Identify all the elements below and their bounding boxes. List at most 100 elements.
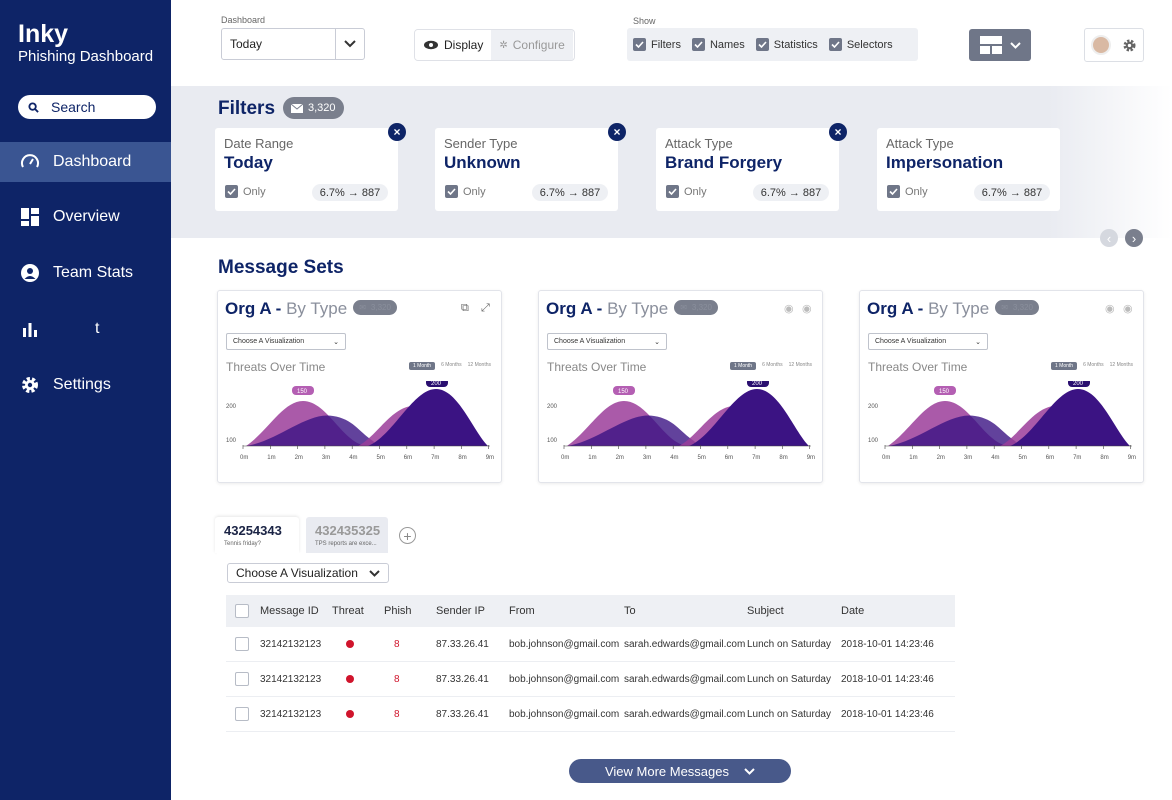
x-tick-label: 6m	[404, 455, 412, 461]
only-checkbox[interactable]: Only	[666, 185, 707, 198]
message-sets-title: Message Sets	[218, 257, 344, 278]
column-header[interactable]: From	[509, 605, 535, 617]
select-all-checkbox[interactable]	[235, 604, 249, 618]
range-6-months[interactable]: 6 Months	[762, 362, 783, 368]
range-6-months[interactable]: 6 Months	[441, 362, 462, 368]
avatar[interactable]	[1090, 35, 1111, 55]
visualization-select-value: Choose A Visualization	[875, 338, 947, 345]
copy-icon[interactable]: ◉	[784, 303, 794, 315]
table-row[interactable]: 32142132123 8 87.33.26.41 bob.johnson@gm…	[226, 627, 955, 662]
expand-icon[interactable]: ◉	[1123, 303, 1133, 315]
tab-message-set[interactable]: 43254343 Tennis friday?	[215, 517, 299, 553]
close-icon[interactable]: ×	[608, 123, 626, 141]
sidebar-item-team-stats[interactable]: Team Stats	[0, 253, 171, 293]
layout-picker-button[interactable]	[969, 29, 1031, 61]
close-icon[interactable]: ×	[829, 123, 847, 141]
configure-button[interactable]: ✲ Configure	[491, 30, 573, 60]
column-header[interactable]: Threat	[332, 605, 364, 617]
column-header[interactable]: Date	[841, 605, 865, 617]
value-label: 150	[618, 389, 629, 395]
x-tick-label: 4m	[349, 455, 357, 461]
only-checkbox[interactable]: Only	[887, 185, 928, 198]
sidebar-item-dashboard[interactable]: Dashboard	[0, 142, 171, 182]
table-visualization-select[interactable]: Choose A Visualization	[227, 563, 389, 583]
x-tick-label: 0m	[882, 455, 890, 461]
check-icon	[887, 185, 900, 198]
range-12-months[interactable]: 12 Months	[788, 362, 812, 368]
x-tick-label: 7m	[752, 455, 760, 461]
column-header[interactable]: To	[624, 605, 636, 617]
visualization-select[interactable]: Choose A Visualization ⌄	[226, 333, 346, 350]
sidebar: Inky Phishing Dashboard Search Dashboard…	[0, 0, 171, 800]
check-icon	[445, 185, 458, 198]
gear-icon[interactable]	[1122, 38, 1137, 53]
scroll-right-button[interactable]: ›	[1125, 229, 1143, 247]
expand-icon[interactable]: ◉	[802, 303, 812, 315]
visualization-select-value: Choose A Visualization	[554, 338, 626, 345]
show-filters-checkbox[interactable]: Filters	[633, 38, 681, 51]
range-1-month[interactable]: 1 Month	[729, 362, 757, 370]
sidebar-item-stats[interactable]: t	[0, 309, 171, 349]
user-menu[interactable]	[1084, 28, 1144, 62]
sidebar-item-settings[interactable]: Settings	[0, 365, 171, 405]
eye-icon	[424, 40, 438, 50]
column-header[interactable]: Sender IP	[436, 605, 485, 617]
only-checkbox[interactable]: Only	[445, 185, 486, 198]
range-6-months[interactable]: 6 Months	[1083, 362, 1104, 368]
row-checkbox[interactable]	[235, 707, 249, 721]
tab-message-set[interactable]: 432435325 TPS reports are exce...	[306, 517, 388, 553]
filter-card[interactable]: Date Range Today Only 6.7% → 887 ×	[215, 123, 406, 211]
filter-card[interactable]: Sender Type Unknown Only 6.7% → 887 ×	[435, 123, 626, 211]
copy-icon[interactable]: ◉	[1105, 303, 1115, 315]
range-1-month[interactable]: 1 Month	[408, 362, 436, 370]
range-1-month[interactable]: 1 Month	[1050, 362, 1078, 370]
visualization-select[interactable]: Choose A Visualization ⌄	[868, 333, 988, 350]
range-toggle: 1 Month 6 Months 12 Months	[729, 362, 812, 370]
filter-card[interactable]: Attack Type Brand Forgery Only 6.7% → 88…	[656, 123, 847, 211]
column-header[interactable]: Subject	[747, 605, 784, 617]
scroll-left-button[interactable]: ‹	[1100, 229, 1118, 247]
filter-value: Today	[224, 153, 273, 172]
filters-title: Filters	[218, 98, 276, 119]
row-checkbox[interactable]	[235, 672, 249, 686]
value-badge	[1068, 381, 1090, 387]
display-button[interactable]: Display	[415, 30, 492, 60]
filter-card[interactable]: Attack Type Impersonation Only 6.7% → 88…	[877, 128, 1060, 211]
filter-type: Date Range	[224, 136, 294, 151]
range-12-months[interactable]: 12 Months	[467, 362, 491, 368]
row-checkbox[interactable]	[235, 637, 249, 651]
tab-id: 43254343	[224, 523, 282, 538]
value-label: 200	[1073, 381, 1084, 387]
table-row[interactable]: 32142132123 8 87.33.26.41 bob.johnson@gm…	[226, 697, 955, 732]
view-more-messages-button[interactable]: View More Messages	[569, 759, 791, 783]
check-icon	[755, 38, 769, 51]
visualization-select[interactable]: Choose A Visualization ⌄	[547, 333, 667, 350]
table-row[interactable]: 32142132123 8 87.33.26.41 bob.johnson@gm…	[226, 662, 955, 697]
sidebar-item-overview[interactable]: Overview	[0, 197, 171, 237]
column-header[interactable]: Phish	[384, 605, 412, 617]
show-statistics-checkbox[interactable]: Statistics	[755, 38, 818, 51]
range-12-months[interactable]: 12 Months	[1109, 362, 1133, 368]
expand-icon[interactable]: ⤢	[481, 302, 490, 314]
tab-subtitle: Tennis friday?	[224, 541, 262, 547]
only-checkbox[interactable]: Only	[225, 185, 266, 198]
show-names-checkbox[interactable]: Names	[691, 38, 745, 51]
close-icon[interactable]: ×	[388, 123, 406, 141]
copy-icon[interactable]: ⧉	[461, 302, 469, 314]
speedometer-icon	[21, 154, 39, 168]
sidebar-item-label: t	[95, 320, 100, 337]
value-badge	[292, 386, 314, 395]
count: 3,320	[1012, 303, 1033, 313]
x-tick-label: 5m	[377, 455, 385, 461]
threat-dot-icon	[346, 710, 354, 718]
chevron-down-icon	[369, 569, 380, 577]
show-selectors-checkbox[interactable]: Selectors	[828, 38, 893, 51]
table-header: Message ID Threat Phish Sender IP From T…	[226, 595, 955, 627]
column-header[interactable]: Message ID	[260, 605, 319, 617]
add-tab-button[interactable]: +	[399, 527, 416, 544]
x-tick-label: 4m	[670, 455, 678, 461]
dashboard-select[interactable]: Today	[221, 28, 365, 60]
search-input[interactable]: Search	[18, 95, 156, 119]
check-icon	[691, 38, 705, 51]
filter-value: Unknown	[444, 153, 521, 172]
